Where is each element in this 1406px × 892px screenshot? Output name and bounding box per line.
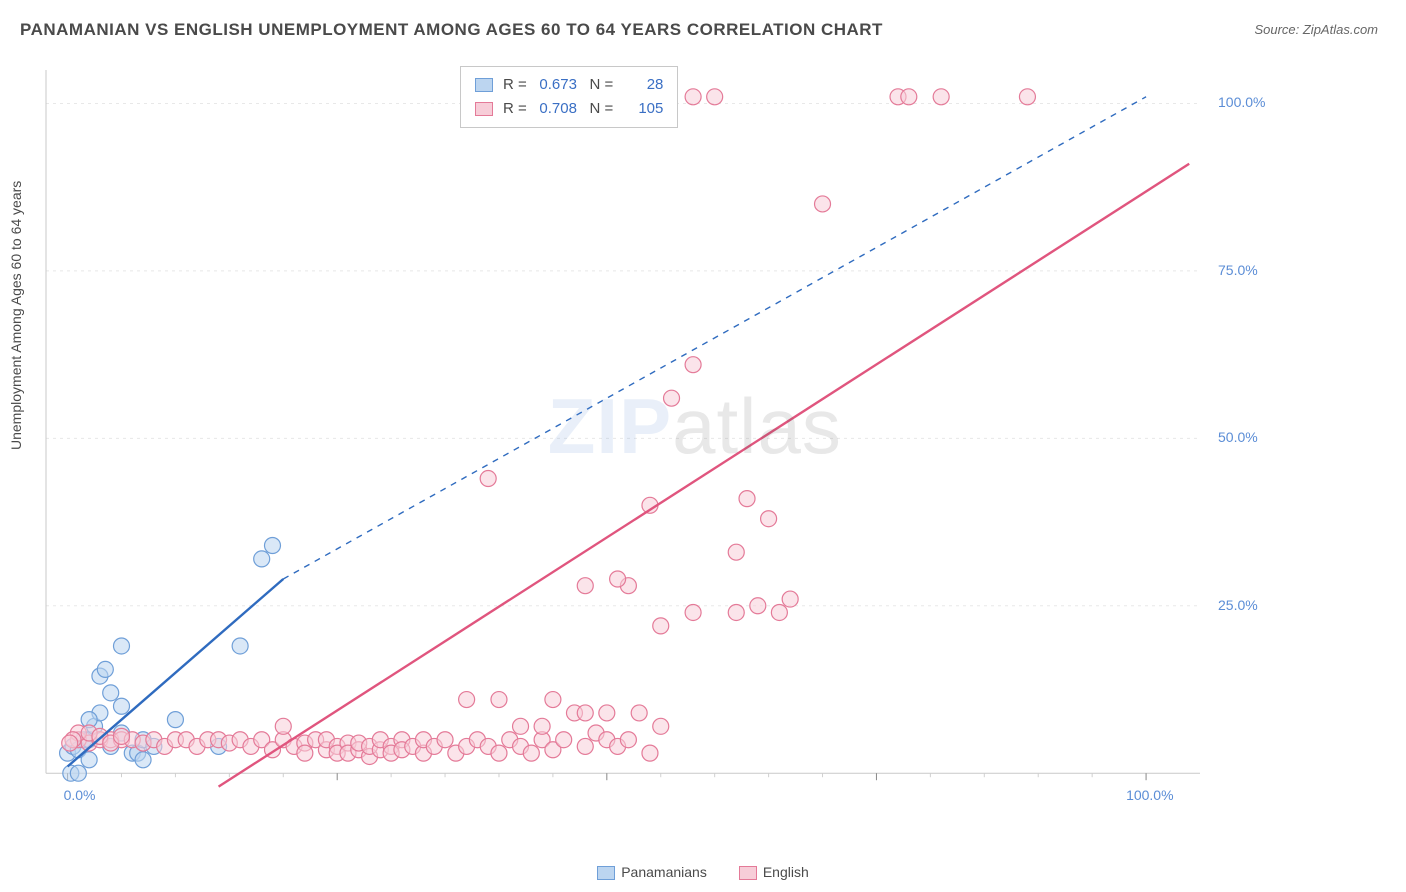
legend-item: Panamanians [597, 864, 707, 880]
n-label: N = [577, 76, 617, 93]
r-label: R = [503, 100, 531, 117]
chart-container: PANAMANIAN VS ENGLISH UNEMPLOYMENT AMONG… [0, 0, 1406, 892]
stats-row: R = 0.673 N = 28 [475, 73, 663, 97]
x-tick-label: 100.0% [1126, 787, 1173, 803]
correlation-stats-box: R = 0.673 N = 28R = 0.708 N = 105 [460, 66, 678, 128]
legend-label: Panamanians [621, 864, 707, 880]
scatter-plot [40, 60, 1300, 840]
r-label: R = [503, 76, 531, 93]
chart-title: PANAMANIAN VS ENGLISH UNEMPLOYMENT AMONG… [20, 20, 883, 40]
legend-swatch [739, 866, 757, 880]
y-tick-label: 50.0% [1218, 429, 1258, 445]
legend-item: English [739, 864, 809, 880]
n-value: 105 [617, 97, 663, 121]
n-value: 28 [617, 73, 663, 97]
series-swatch [475, 78, 493, 92]
stats-row: R = 0.708 N = 105 [475, 97, 663, 121]
n-label: N = [577, 100, 617, 117]
source-label: Source: ZipAtlas.com [1254, 22, 1378, 37]
y-axis-label: Unemployment Among Ages 60 to 64 years [8, 181, 24, 450]
series-swatch [475, 102, 493, 116]
legend-label: English [763, 864, 809, 880]
legend: Panamanians English [0, 863, 1406, 880]
y-tick-label: 100.0% [1218, 94, 1265, 110]
r-value: 0.708 [531, 97, 577, 121]
y-tick-label: 25.0% [1218, 597, 1258, 613]
legend-swatch [597, 866, 615, 880]
x-tick-label: 0.0% [64, 787, 96, 803]
r-value: 0.673 [531, 73, 577, 97]
y-tick-label: 75.0% [1218, 262, 1258, 278]
